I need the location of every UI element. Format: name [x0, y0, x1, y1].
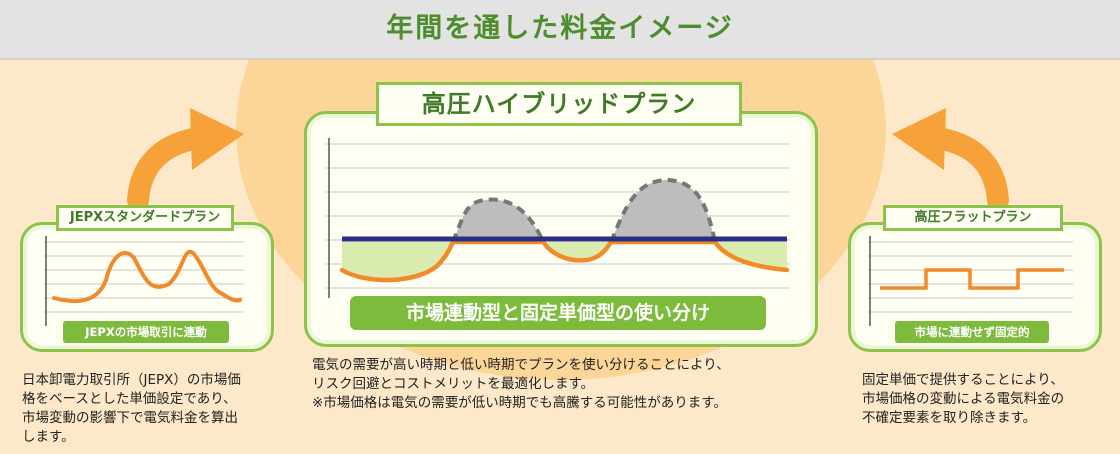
market-price-line: [339, 239, 790, 283]
market-price-line: [52, 249, 242, 304]
jepx-standard-tag: JEPXの市場取引に連動: [63, 321, 229, 343]
hybrid-plan-description: 電気の需要が高い時期と低い時期でプランを使い分けることにより、 リスク回避とコス…: [312, 356, 832, 413]
market-price-dashed-line: [609, 177, 717, 243]
description-line: します。: [22, 429, 75, 445]
flat-plan-chart: [868, 236, 1073, 326]
description-line: 市場価格の変動による電気料金の: [862, 391, 1065, 407]
curved-arrow-left-icon: [892, 108, 1009, 211]
jepx-standard-description: 日本卸電力取引所（JEPX）の市場価 格をベースとした単価設定であり、 市場変動…: [22, 371, 282, 447]
hybrid-plan-chart: [325, 138, 790, 298]
flat-plan-tag: 市場に連動せず固定的: [895, 321, 1049, 343]
header-bar: 年間を通した料金イメージ: [0, 0, 1120, 60]
description-line: 不確定要素を取り除きます。: [862, 410, 1037, 426]
page-title: 年間を通した料金イメージ: [386, 13, 734, 44]
flat-plan-description: 固定単価で提供することにより、 市場価格の変動による電気料金の 不確定要素を取り…: [862, 371, 1112, 428]
description-line: 格をベースとした単価設定であり、: [22, 391, 237, 407]
description-line: リスク回避とコストメリットを最適化します。: [312, 376, 595, 392]
description-line: 固定単価で提供することにより、: [862, 372, 1064, 388]
jepx-standard-chart: [44, 236, 244, 326]
market-price-dashed-line: [451, 197, 545, 243]
saving-area: [715, 242, 787, 270]
saving-area: [342, 242, 453, 281]
jepx-standard-title: JEPXスタンダードプラン: [56, 205, 234, 231]
description-line: 電気の需要が高い時期と低い時期でプランを使い分けることにより、: [312, 357, 730, 373]
hybrid-plan-title: 高圧ハイブリッドプラン: [376, 82, 742, 126]
description-line: 日本卸電力取引所（JEPX）の市場価: [22, 372, 241, 388]
fixed-price-step-line: [880, 268, 1064, 290]
flat-plan-title: 高圧フラットプラン: [883, 205, 1063, 231]
description-note: ※市場価格は電気の需要が低い時期でも高騰する可能性があります。: [312, 395, 727, 411]
hybrid-plan-tag: 市場連動型と固定単価型の使い分け: [350, 296, 766, 330]
curved-arrow-right-icon: [127, 108, 244, 211]
description-line: 市場変動の影響下で電気料金を算出: [22, 410, 238, 426]
